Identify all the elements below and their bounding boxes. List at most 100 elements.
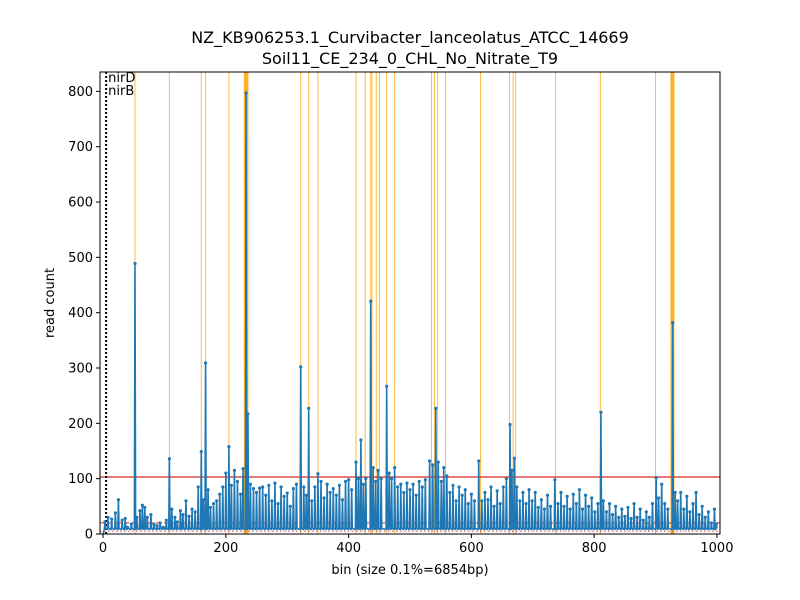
data-point-33 — [201, 498, 205, 502]
data-point-167 — [607, 501, 612, 506]
gene-label-nirD: nirD — [108, 71, 135, 86]
data-point-80 — [340, 498, 345, 502]
data-point-21 — [167, 457, 171, 461]
data-point-19 — [161, 525, 165, 529]
data-point-114 — [445, 474, 449, 478]
data-point-30 — [193, 510, 197, 514]
data-point-61 — [282, 494, 286, 498]
data-point-98 — [396, 485, 400, 489]
data-point-113 — [442, 466, 446, 470]
data-point-127 — [486, 498, 490, 502]
data-point-200 — [709, 521, 714, 525]
data-point-68 — [304, 493, 308, 497]
data-point-184 — [660, 482, 664, 486]
data-point-34 — [203, 361, 208, 365]
data-point-151 — [559, 490, 563, 495]
data-point-5 — [120, 518, 124, 522]
data-point-78 — [334, 493, 338, 497]
data-point-63 — [288, 504, 292, 508]
data-point-3 — [113, 511, 117, 515]
data-point-176 — [635, 515, 639, 520]
data-point-111 — [436, 460, 440, 464]
data-point-13 — [143, 505, 147, 510]
data-point-90 — [371, 466, 375, 470]
data-point-186 — [666, 507, 670, 511]
data-point-84 — [354, 460, 358, 464]
data-point-85 — [356, 477, 361, 481]
data-point-145 — [539, 498, 543, 502]
data-point-103 — [411, 482, 415, 486]
data-point-59 — [276, 501, 280, 506]
data-point-82 — [347, 478, 351, 482]
y-tick-label-800: 800 — [68, 85, 93, 100]
data-point-10 — [135, 515, 139, 520]
data-point-31 — [196, 485, 200, 489]
data-point-43 — [229, 483, 233, 487]
data-point-137 — [515, 485, 519, 489]
data-point-181 — [650, 501, 655, 506]
data-point-38 — [215, 499, 219, 503]
data-point-108 — [428, 459, 432, 463]
data-point-67 — [302, 485, 306, 489]
data-point-65 — [294, 482, 299, 486]
data-point-154 — [568, 507, 572, 511]
y-tick-label-500: 500 — [68, 251, 93, 266]
data-point-104 — [414, 493, 418, 497]
x-tick-label-0: 0 — [99, 541, 107, 556]
data-point-66 — [299, 365, 303, 369]
x-tick-label-400: 400 — [336, 541, 361, 556]
data-point-23 — [173, 515, 177, 520]
data-point-58 — [273, 481, 277, 485]
y-tick-label-400: 400 — [68, 306, 93, 321]
data-point-196 — [697, 513, 701, 517]
data-point-99 — [399, 482, 403, 486]
data-point-171 — [620, 507, 624, 511]
y-tick-label-600: 600 — [68, 196, 93, 211]
data-point-71 — [313, 485, 317, 489]
data-point-91 — [374, 479, 378, 484]
data-point-112 — [439, 479, 443, 484]
data-point-1 — [106, 515, 110, 520]
y-tick-label-0: 0 — [85, 528, 93, 543]
data-point-170 — [617, 515, 621, 520]
data-point-120 — [463, 488, 467, 492]
data-point-135 — [510, 468, 514, 472]
data-point-198 — [703, 515, 707, 520]
data-point-124 — [477, 459, 481, 463]
data-point-147 — [545, 493, 550, 497]
data-point-153 — [565, 494, 569, 498]
data-point-109 — [431, 463, 435, 467]
data-point-48 — [244, 91, 248, 95]
data-point-155 — [571, 492, 575, 496]
data-point-202 — [714, 522, 718, 526]
data-point-45 — [235, 479, 240, 484]
data-point-180 — [647, 515, 652, 520]
data-point-39 — [218, 492, 222, 496]
data-point-156 — [574, 501, 578, 506]
data-point-72 — [316, 472, 320, 476]
chart-title-line-2: Soil11_CE_234_0_CHL_No_Nitrate_T9 — [262, 49, 558, 69]
y-tick-label-700: 700 — [68, 140, 93, 155]
x-tick-label-200: 200 — [213, 541, 238, 556]
data-point-158 — [580, 507, 585, 511]
data-point-119 — [460, 493, 464, 497]
data-point-83 — [350, 488, 354, 492]
data-point-117 — [454, 499, 458, 503]
data-point-54 — [261, 485, 265, 489]
data-point-47 — [241, 467, 245, 471]
data-point-75 — [325, 482, 329, 486]
read-count-series — [102, 91, 718, 534]
data-point-9 — [133, 261, 137, 266]
data-point-126 — [483, 490, 487, 495]
data-point-187 — [671, 321, 675, 325]
data-point-18 — [158, 521, 162, 525]
series-line — [102, 92, 718, 534]
x-tick-label-600: 600 — [459, 541, 484, 556]
data-point-191 — [682, 507, 686, 511]
data-point-129 — [492, 504, 496, 508]
data-point-11 — [138, 509, 142, 513]
data-point-134 — [508, 422, 512, 427]
data-point-175 — [632, 501, 636, 506]
data-point-62 — [285, 491, 289, 495]
